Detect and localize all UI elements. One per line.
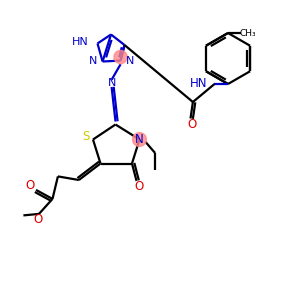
Text: N: N bbox=[135, 133, 144, 146]
Text: N: N bbox=[107, 78, 116, 88]
Circle shape bbox=[133, 133, 146, 146]
Text: HN: HN bbox=[72, 37, 89, 47]
Text: HN: HN bbox=[190, 76, 207, 90]
Text: CH₃: CH₃ bbox=[239, 28, 256, 38]
Text: O: O bbox=[187, 118, 196, 131]
Text: N: N bbox=[89, 56, 97, 67]
Text: O: O bbox=[134, 180, 143, 194]
Text: N: N bbox=[126, 56, 134, 66]
Text: S: S bbox=[83, 130, 90, 143]
Text: O: O bbox=[26, 179, 34, 192]
Circle shape bbox=[114, 50, 127, 64]
Text: O: O bbox=[33, 213, 42, 226]
